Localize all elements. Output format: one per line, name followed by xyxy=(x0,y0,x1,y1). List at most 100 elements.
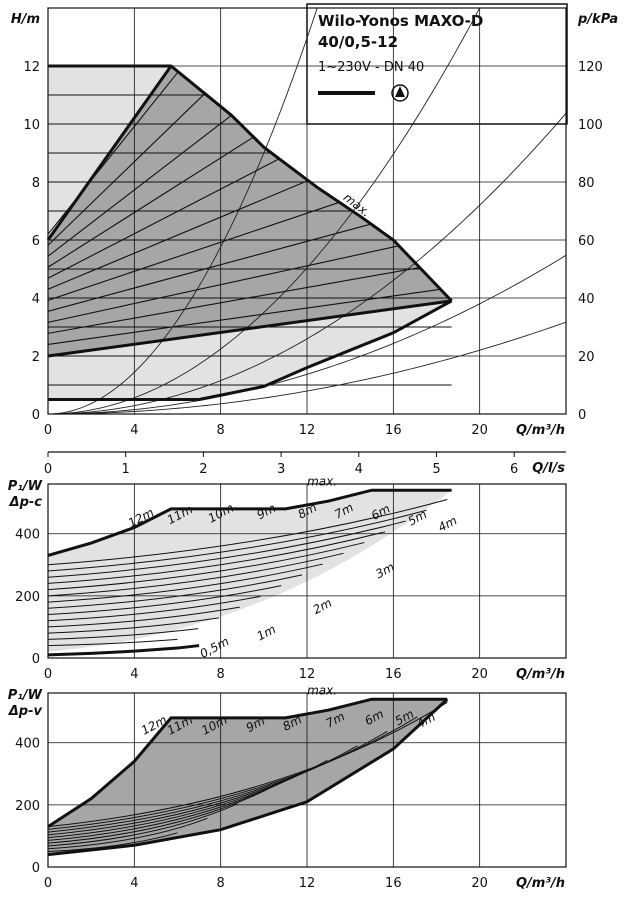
ls-tick-label: 5 xyxy=(432,462,440,477)
chart-subtitle: 1~230V - DN 40 xyxy=(318,60,424,75)
system-curve xyxy=(48,254,566,414)
x-tick-label: 12 xyxy=(299,667,316,682)
power-curve xyxy=(47,817,208,850)
y2-tick-label: 60 xyxy=(578,234,595,249)
variable-pressure-line xyxy=(47,93,206,246)
x-tick-label: 16 xyxy=(385,667,402,682)
power-min-curve xyxy=(47,644,200,657)
y2-tick-label: 20 xyxy=(578,350,595,365)
chart-title-line2: 40/0,5-12 xyxy=(318,33,398,51)
ls-tick-label: 0 xyxy=(44,462,52,477)
y-tick-label: 12 xyxy=(23,60,40,75)
variable-pressure-line xyxy=(47,288,441,345)
ls-tick-label: 4 xyxy=(355,462,363,477)
power-area xyxy=(48,699,448,855)
power-max-curve xyxy=(47,488,452,557)
variable-pressure-line xyxy=(47,201,340,301)
curve-label: 4m xyxy=(436,513,460,534)
variable-pressure-line xyxy=(47,245,400,323)
x-tick-label: 20 xyxy=(471,423,488,438)
max-label: max. xyxy=(307,475,337,489)
power-curve xyxy=(47,730,388,833)
x-tick-label: 8 xyxy=(217,423,225,438)
plot-frame xyxy=(47,483,567,659)
power-curve xyxy=(47,701,448,828)
y-tick-label: 4 xyxy=(32,292,40,307)
variable-pressure-line xyxy=(47,267,420,334)
power-area xyxy=(48,490,452,658)
y2-tick-label: 80 xyxy=(578,176,595,191)
curve-label: 1m xyxy=(254,622,278,643)
power-min-curve xyxy=(47,698,449,857)
max-label: max. xyxy=(307,684,337,698)
power-curve xyxy=(47,716,418,830)
power-curve xyxy=(47,617,220,634)
y-tick-label: 400 xyxy=(15,737,40,752)
power-max-curve xyxy=(47,697,448,828)
dp-v-max-line xyxy=(46,65,173,241)
y2-tick-label: 0 xyxy=(578,408,586,423)
power-curve xyxy=(47,585,282,615)
variable-pressure-line xyxy=(47,158,280,279)
power-curve xyxy=(47,832,178,852)
x-tick-label: 20 xyxy=(471,876,488,891)
power-curve xyxy=(47,803,238,847)
pump-symbol-icon xyxy=(391,84,409,102)
power-curve xyxy=(47,509,427,572)
plot-frame xyxy=(47,7,567,415)
x-tick-label: 8 xyxy=(217,876,225,891)
y2-axis-label: p/kPa xyxy=(577,12,618,27)
x-axis-label: Q/m³/h xyxy=(516,423,565,438)
x-tick-label: 12 xyxy=(299,876,316,891)
y2-tick-label: 40 xyxy=(578,292,595,307)
head-panel: max.0 4 8 12 16 20024681012020406080100120H/m… xyxy=(11,7,618,438)
x-tick-label: 8 xyxy=(217,667,225,682)
system-curve xyxy=(48,321,566,414)
x-tick-label: 16 xyxy=(385,423,402,438)
system-curve xyxy=(48,113,566,414)
power-curve xyxy=(47,788,268,844)
ls-axis-label: Q/l/s xyxy=(532,461,565,476)
x-tick-label: 0 xyxy=(44,876,52,891)
x-tick-label: 4 xyxy=(130,876,138,891)
x-tick-label: 12 xyxy=(299,423,316,438)
y-axis-label-bottom: Δp-v xyxy=(8,704,43,719)
variable-pressure-line xyxy=(47,114,232,257)
y-axis-label-bottom: Δp-c xyxy=(9,495,43,510)
variable-pressure-line xyxy=(47,136,254,268)
y-axis-label-top: P₁/W xyxy=(8,688,43,703)
y-axis-label: H/m xyxy=(11,12,40,27)
power-curve xyxy=(47,499,448,566)
dp-v-min-line xyxy=(47,299,452,358)
curve-label: 0,5m xyxy=(198,634,232,661)
y-tick-label: 8 xyxy=(32,176,40,191)
y-axis-label-top: P₁/W xyxy=(8,479,43,494)
x-tick-label: 4 xyxy=(130,423,138,438)
power-curve xyxy=(47,628,199,640)
power-curve xyxy=(47,552,344,597)
y-tick-label: 6 xyxy=(32,234,40,249)
ls-tick-label: 2 xyxy=(199,462,207,477)
x-axis-label: Q/m³/h xyxy=(516,667,565,682)
y-tick-label: 2 xyxy=(32,350,40,365)
system-curve xyxy=(48,8,481,414)
legend-box: Wilo-Yonos MAXO-D 40/0,5-12 1~230V - DN … xyxy=(306,3,568,125)
ls-tick-label: 6 xyxy=(510,462,518,477)
power-curve xyxy=(47,520,406,578)
ls-tick-label: 1 xyxy=(122,462,130,477)
ls-tick-label: 3 xyxy=(277,462,285,477)
power-curve xyxy=(47,531,386,584)
power-curve xyxy=(47,638,178,647)
y-tick-label: 200 xyxy=(15,590,40,605)
x-tick-label: 4 xyxy=(130,667,138,682)
y2-tick-label: 100 xyxy=(578,118,603,133)
y-tick-label: 400 xyxy=(15,528,40,543)
x-tick-label: 20 xyxy=(471,667,488,682)
max-curve xyxy=(48,64,453,302)
y-tick-label: 200 xyxy=(15,799,40,814)
y-tick-label: 0 xyxy=(32,652,40,667)
x-tick-label: 0 xyxy=(44,667,52,682)
x-axis-label: Q/m³/h xyxy=(516,876,565,891)
